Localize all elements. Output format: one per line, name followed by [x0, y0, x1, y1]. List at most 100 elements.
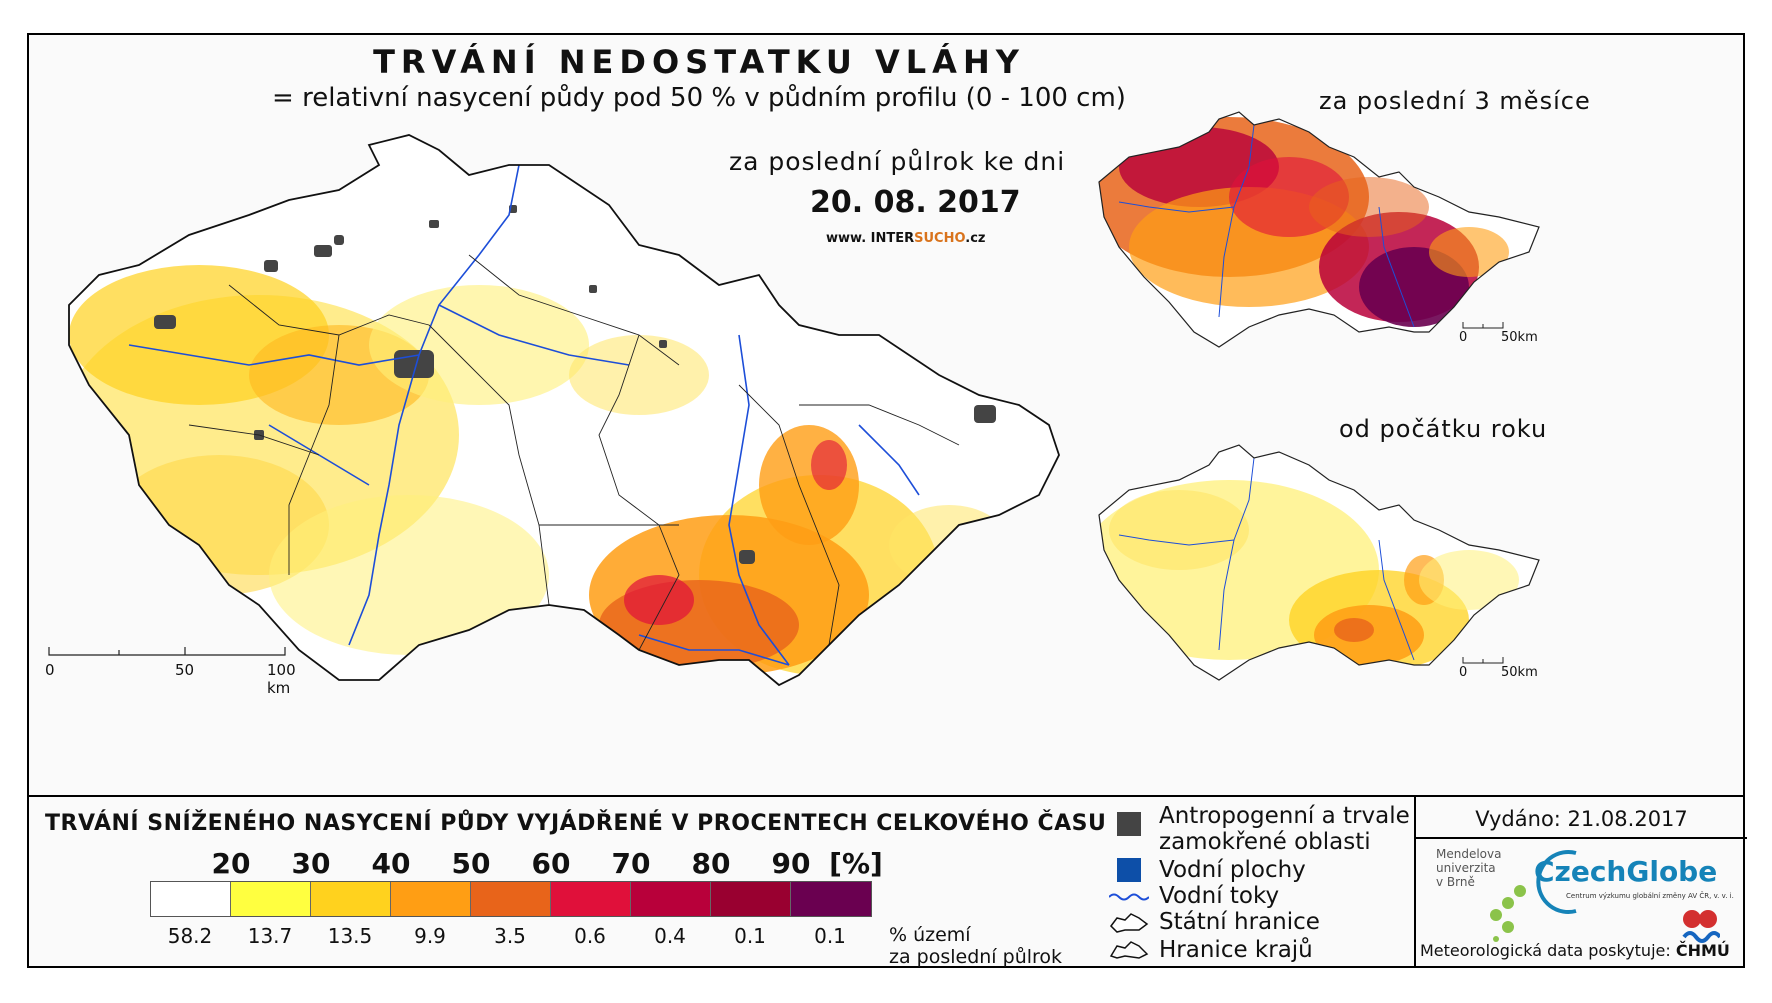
main-scale-0: 0 — [45, 661, 55, 679]
legend-pct-2: 13.5 — [327, 924, 373, 948]
chmu-label: ČHMÚ — [1675, 941, 1730, 960]
mendel-line3: v Brně — [1436, 875, 1475, 889]
figure-frame: TRVÁNÍ NEDOSTATKU VLÁHY = relativní nasy… — [27, 33, 1747, 968]
region-border-icon — [1109, 937, 1149, 963]
key-rivers-label: Vodní toky — [1159, 883, 1280, 909]
pct-unit-line1: % území — [889, 924, 971, 946]
legend-swatch-6 — [631, 882, 711, 916]
credits-panel: Vydáno: 21.08.2017 Mendelova univerzita … — [1414, 797, 1747, 968]
legend-swatch-7 — [711, 882, 791, 916]
inset-bottom-scale: 0 50km — [1459, 655, 1559, 685]
legend-pct-3: 9.9 — [414, 924, 446, 948]
period-label: za poslední půlrok ke dni — [729, 147, 1066, 176]
map-subtitle: = relativní nasycení půdy pod 50 % v půd… — [272, 83, 1126, 113]
legend-ticks: 20 30 40 50 60 70 80 90 [%] — [179, 847, 939, 880]
legend-tick-40: 40 — [371, 847, 411, 880]
czechglobe-subtitle: Centrum výzkumu globální změny AV ČR, v.… — [1566, 892, 1734, 900]
anthropogenic-swatch-icon — [1109, 811, 1149, 837]
legend-pct-0: 58.2 — [167, 924, 213, 948]
date-label: 20. 08. 2017 — [810, 185, 1021, 220]
inset-top-scale-50: 50km — [1501, 330, 1538, 345]
legend-title: TRVÁNÍ SNÍŽENÉHO NASYCENÍ PŮDY VYJÁDŘENÉ… — [45, 811, 1107, 836]
mendel-logo-text: Mendelova univerzita v Brně — [1436, 847, 1501, 889]
map-area: TRVÁNÍ NEDOSTATKU VLÁHY = relativní nasy… — [29, 35, 1743, 795]
inset-bottom-map — [1098, 444, 1540, 681]
issued-date: Vydáno: 21.08.2017 — [1475, 807, 1688, 831]
key-region-border-label: Hranice krajů — [1159, 937, 1313, 963]
legend-tick-80: 80 — [691, 847, 731, 880]
mendel-line1: Mendelova — [1436, 847, 1502, 861]
key-state-border: Státní hranice — [1109, 909, 1320, 935]
key-anthropogenic: Antropogenní a trvale zamokřené oblasti — [1109, 803, 1410, 855]
main-scale-bar: 0 50 100 km — [45, 645, 315, 697]
inset-bottom-scale-50: 50km — [1501, 665, 1538, 680]
met-data-label: Meteorologická data poskytuje: — [1420, 941, 1671, 960]
legend-swatch-5 — [551, 882, 631, 916]
legend-tick-90: 90 — [771, 847, 811, 880]
inset-bottom-title: od počátku roku — [1339, 415, 1548, 443]
legend-pct-6: 0.4 — [654, 924, 686, 948]
state-border — [68, 134, 1060, 687]
inset-top-scale-0: 0 — [1459, 330, 1468, 345]
main-scale-50: 50 — [175, 661, 195, 679]
czechglobe-arc-icon — [1536, 850, 1577, 914]
legend-swatch-1 — [231, 882, 311, 916]
inset-bottom-border — [1098, 444, 1540, 681]
legend-swatch-2 — [311, 882, 391, 916]
web-highlight: SUCHO — [914, 231, 966, 246]
water-body-swatch-icon — [1109, 857, 1149, 883]
legend-pct-unit: % území za poslední půlrok — [889, 924, 1062, 968]
met-data-credit: Meteorologická data poskytuje: ČHMÚ — [1420, 941, 1730, 960]
legend-tick-20: 20 — [211, 847, 251, 880]
legend-percentages: 58.2 13.7 13.5 9.9 3.5 0.6 0.4 0.1 0.1 — [150, 924, 875, 948]
inset-bottom-scale-0: 0 — [1459, 665, 1468, 680]
inset-top-scale: 0 50km — [1459, 320, 1559, 350]
legend-tick-60: 60 — [531, 847, 571, 880]
inset-top-dryness — [1099, 117, 1509, 327]
key-state-border-label: Státní hranice — [1159, 909, 1320, 935]
mendel-line2: univerzita — [1436, 861, 1496, 875]
key-anthropogenic-line2: zamokřené oblasti — [1159, 829, 1371, 855]
czechglobe-logo: CzechGlobe — [1534, 855, 1718, 888]
state-border-icon — [1109, 909, 1149, 935]
key-water-bodies: Vodní plochy — [1109, 857, 1306, 883]
legend-pct-1: 13.7 — [247, 924, 293, 948]
region-borders — [188, 254, 960, 651]
pct-unit-line2: za poslední půlrok — [889, 946, 1063, 968]
legend-pct-4: 3.5 — [494, 924, 526, 948]
inset-top-map — [1098, 111, 1540, 348]
inset-bottom-dryness — [1099, 480, 1519, 670]
map-title: TRVÁNÍ NEDOSTATKU VLÁHY — [373, 43, 1025, 81]
legend-tick-70: 70 — [611, 847, 651, 880]
credits-divider — [1416, 837, 1747, 839]
legend-band: TRVÁNÍ SNÍŽENÉHO NASYCENÍ PŮDY VYJÁDŘENÉ… — [29, 795, 1747, 968]
river-line-icon — [1109, 883, 1149, 909]
inset-top-border — [1098, 111, 1540, 348]
legend-swatch-4 — [471, 882, 551, 916]
website-label: www. INTERSUCHO.cz — [826, 231, 985, 246]
legend-swatch-8 — [791, 882, 871, 916]
inset-top-title: za poslední 3 měsíce — [1319, 87, 1591, 115]
legend-pct-5: 0.6 — [574, 924, 606, 948]
legend-pct-7: 0.1 — [734, 924, 766, 948]
rivers — [128, 164, 920, 666]
legend-tick-30: 30 — [291, 847, 331, 880]
inset-top-rivers — [1118, 124, 1415, 328]
legend-pct-8: 0.1 — [814, 924, 846, 948]
legend-tick-50: 50 — [451, 847, 491, 880]
main-scale-100: 100 km — [267, 661, 296, 697]
key-water-bodies-label: Vodní plochy — [1159, 857, 1306, 883]
legend-color-bar — [150, 881, 872, 917]
legend-swatch-3 — [391, 882, 471, 916]
key-rivers: Vodní toky — [1109, 883, 1279, 909]
legend-swatch-0 — [151, 882, 231, 916]
main-map — [68, 134, 1060, 687]
chmu-logo-icon — [1682, 910, 1720, 943]
inset-bottom-rivers — [1118, 457, 1415, 661]
mendel-logo-icon — [1490, 885, 1526, 942]
web-suffix: .cz — [965, 231, 986, 246]
key-region-border: Hranice krajů — [1109, 937, 1313, 963]
map-key: Antropogenní a trvale zamokřené oblasti … — [1109, 797, 1449, 968]
legend-tick-unit: [%] — [829, 847, 883, 880]
key-anthropogenic-line1: Antropogenní a trvale — [1159, 803, 1410, 829]
